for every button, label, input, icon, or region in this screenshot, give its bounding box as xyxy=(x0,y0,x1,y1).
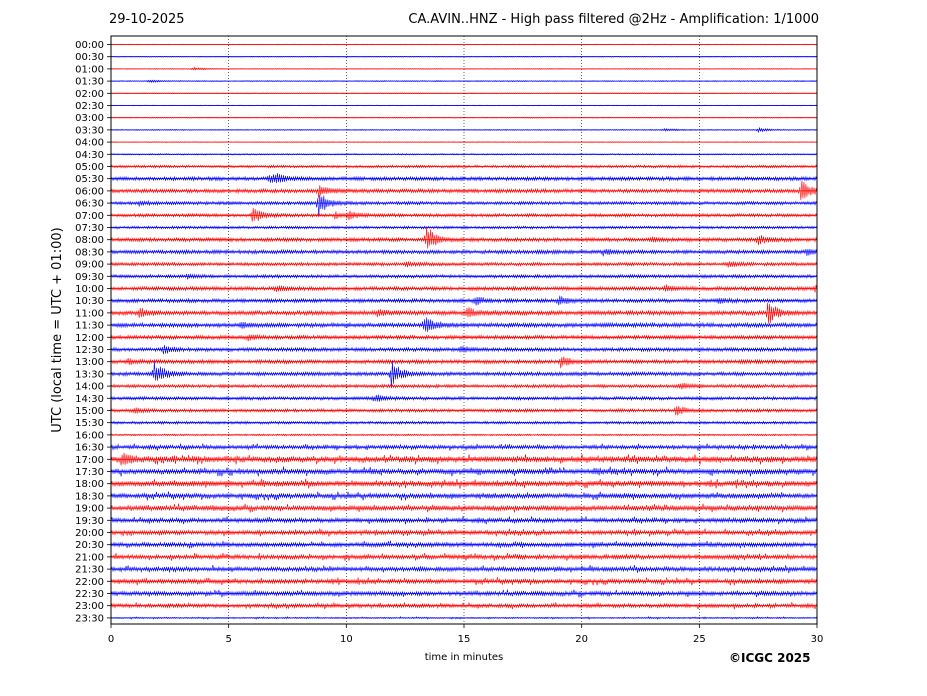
trace-0530 xyxy=(110,173,818,184)
y-tick-label: 03:00 xyxy=(75,113,104,124)
y-tick-label: 21:00 xyxy=(75,552,104,563)
y-tick-label: 04:00 xyxy=(75,138,104,149)
y-tick-label: 10:30 xyxy=(75,296,104,307)
y-tick-label: 22:00 xyxy=(75,577,104,588)
y-tick-label: 07:30 xyxy=(75,223,104,234)
y-tick-label: 20:00 xyxy=(75,528,104,539)
x-tick-label: 10 xyxy=(340,634,353,645)
y-tick-label: 09:30 xyxy=(75,272,104,283)
y-axis-label: UTC (local time = UTC + 01:00) xyxy=(50,227,65,432)
y-tick-label: 16:00 xyxy=(75,430,104,441)
y-tick-label: 15:00 xyxy=(75,406,104,417)
y-tick-label: 01:00 xyxy=(75,64,104,75)
y-tick-label: 08:30 xyxy=(75,247,104,258)
y-tick-label: 16:30 xyxy=(75,443,104,454)
y-tick-label: 02:00 xyxy=(75,89,104,100)
trace-1730 xyxy=(110,466,818,477)
trace-2130 xyxy=(110,565,818,574)
x-tick-label: 15 xyxy=(458,634,471,645)
x-axis-label: time in minutes xyxy=(425,652,504,663)
y-tick-label: 05:00 xyxy=(75,162,104,173)
trace-1230 xyxy=(110,344,818,355)
y-tick-label: 07:00 xyxy=(75,211,104,222)
y-tick-label: 04:30 xyxy=(75,150,104,161)
trace-0800 xyxy=(110,226,818,249)
y-tick-label: 06:30 xyxy=(75,199,104,210)
y-tick-label: 12:00 xyxy=(75,333,104,344)
y-tick-label: 20:30 xyxy=(75,540,104,551)
y-tick-label: 23:30 xyxy=(75,613,104,624)
trace-1630 xyxy=(110,443,818,451)
y-tick-label: 01:30 xyxy=(75,77,104,88)
x-ticks-group: 0 5 10 15 20 25 30 xyxy=(108,624,824,645)
y-tick-label: 15:30 xyxy=(75,418,104,429)
y-tick-label: 06:00 xyxy=(75,186,104,197)
y-tick-label: 02:30 xyxy=(75,101,104,112)
y-tick-label: 00:30 xyxy=(75,52,104,63)
x-tick-label: 20 xyxy=(575,634,588,645)
y-tick-label: 13:00 xyxy=(75,357,104,368)
trace-0000 xyxy=(110,43,818,46)
y-tick-label: 14:00 xyxy=(75,382,104,393)
trace-1200 xyxy=(110,333,818,342)
y-tick-label: 08:00 xyxy=(75,235,104,246)
copyright-label: ©ICGC 2025 xyxy=(729,651,811,665)
y-tick-label: 17:30 xyxy=(75,467,104,478)
date-title: 29-10-2025 xyxy=(109,12,185,27)
y-tick-label: 11:30 xyxy=(75,321,104,332)
chart-title: CA.AVIN..HNZ - High pass filtered @2Hz -… xyxy=(408,12,819,27)
y-tick-label: 12:30 xyxy=(75,345,104,356)
traces-group xyxy=(110,43,818,620)
y-tick-label: 23:00 xyxy=(75,601,104,612)
y-tick-label: 03:30 xyxy=(75,125,104,136)
y-tick-label: 18:30 xyxy=(75,491,104,502)
x-tick-label: 0 xyxy=(108,634,114,645)
y-tick-label: 00:00 xyxy=(75,40,104,51)
y-tick-label: 13:30 xyxy=(75,369,104,380)
y-tick-label: 21:30 xyxy=(75,565,104,576)
x-tick-label: 25 xyxy=(693,634,706,645)
y-tick-label: 22:30 xyxy=(75,589,104,600)
y-tick-label: 19:00 xyxy=(75,504,104,515)
trace-0830 xyxy=(110,248,818,257)
x-tick-label: 30 xyxy=(811,634,824,645)
y-tick-label: 18:00 xyxy=(75,479,104,490)
gridlines-group xyxy=(228,36,700,624)
x-tick-label: 5 xyxy=(225,634,231,645)
y-tick-label: 19:30 xyxy=(75,516,104,527)
trace-1530 xyxy=(110,420,818,425)
y-tick-label: 17:00 xyxy=(75,455,104,466)
y-tick-label: 14:30 xyxy=(75,394,104,405)
trace-0630 xyxy=(110,195,818,218)
trace-0900 xyxy=(110,260,818,268)
trace-0430 xyxy=(110,153,818,156)
y-tick-label: 11:00 xyxy=(75,308,104,319)
y-tick-label: 05:30 xyxy=(75,174,104,185)
y-tick-label: 10:00 xyxy=(75,284,104,295)
y-tick-label: 09:00 xyxy=(75,260,104,271)
